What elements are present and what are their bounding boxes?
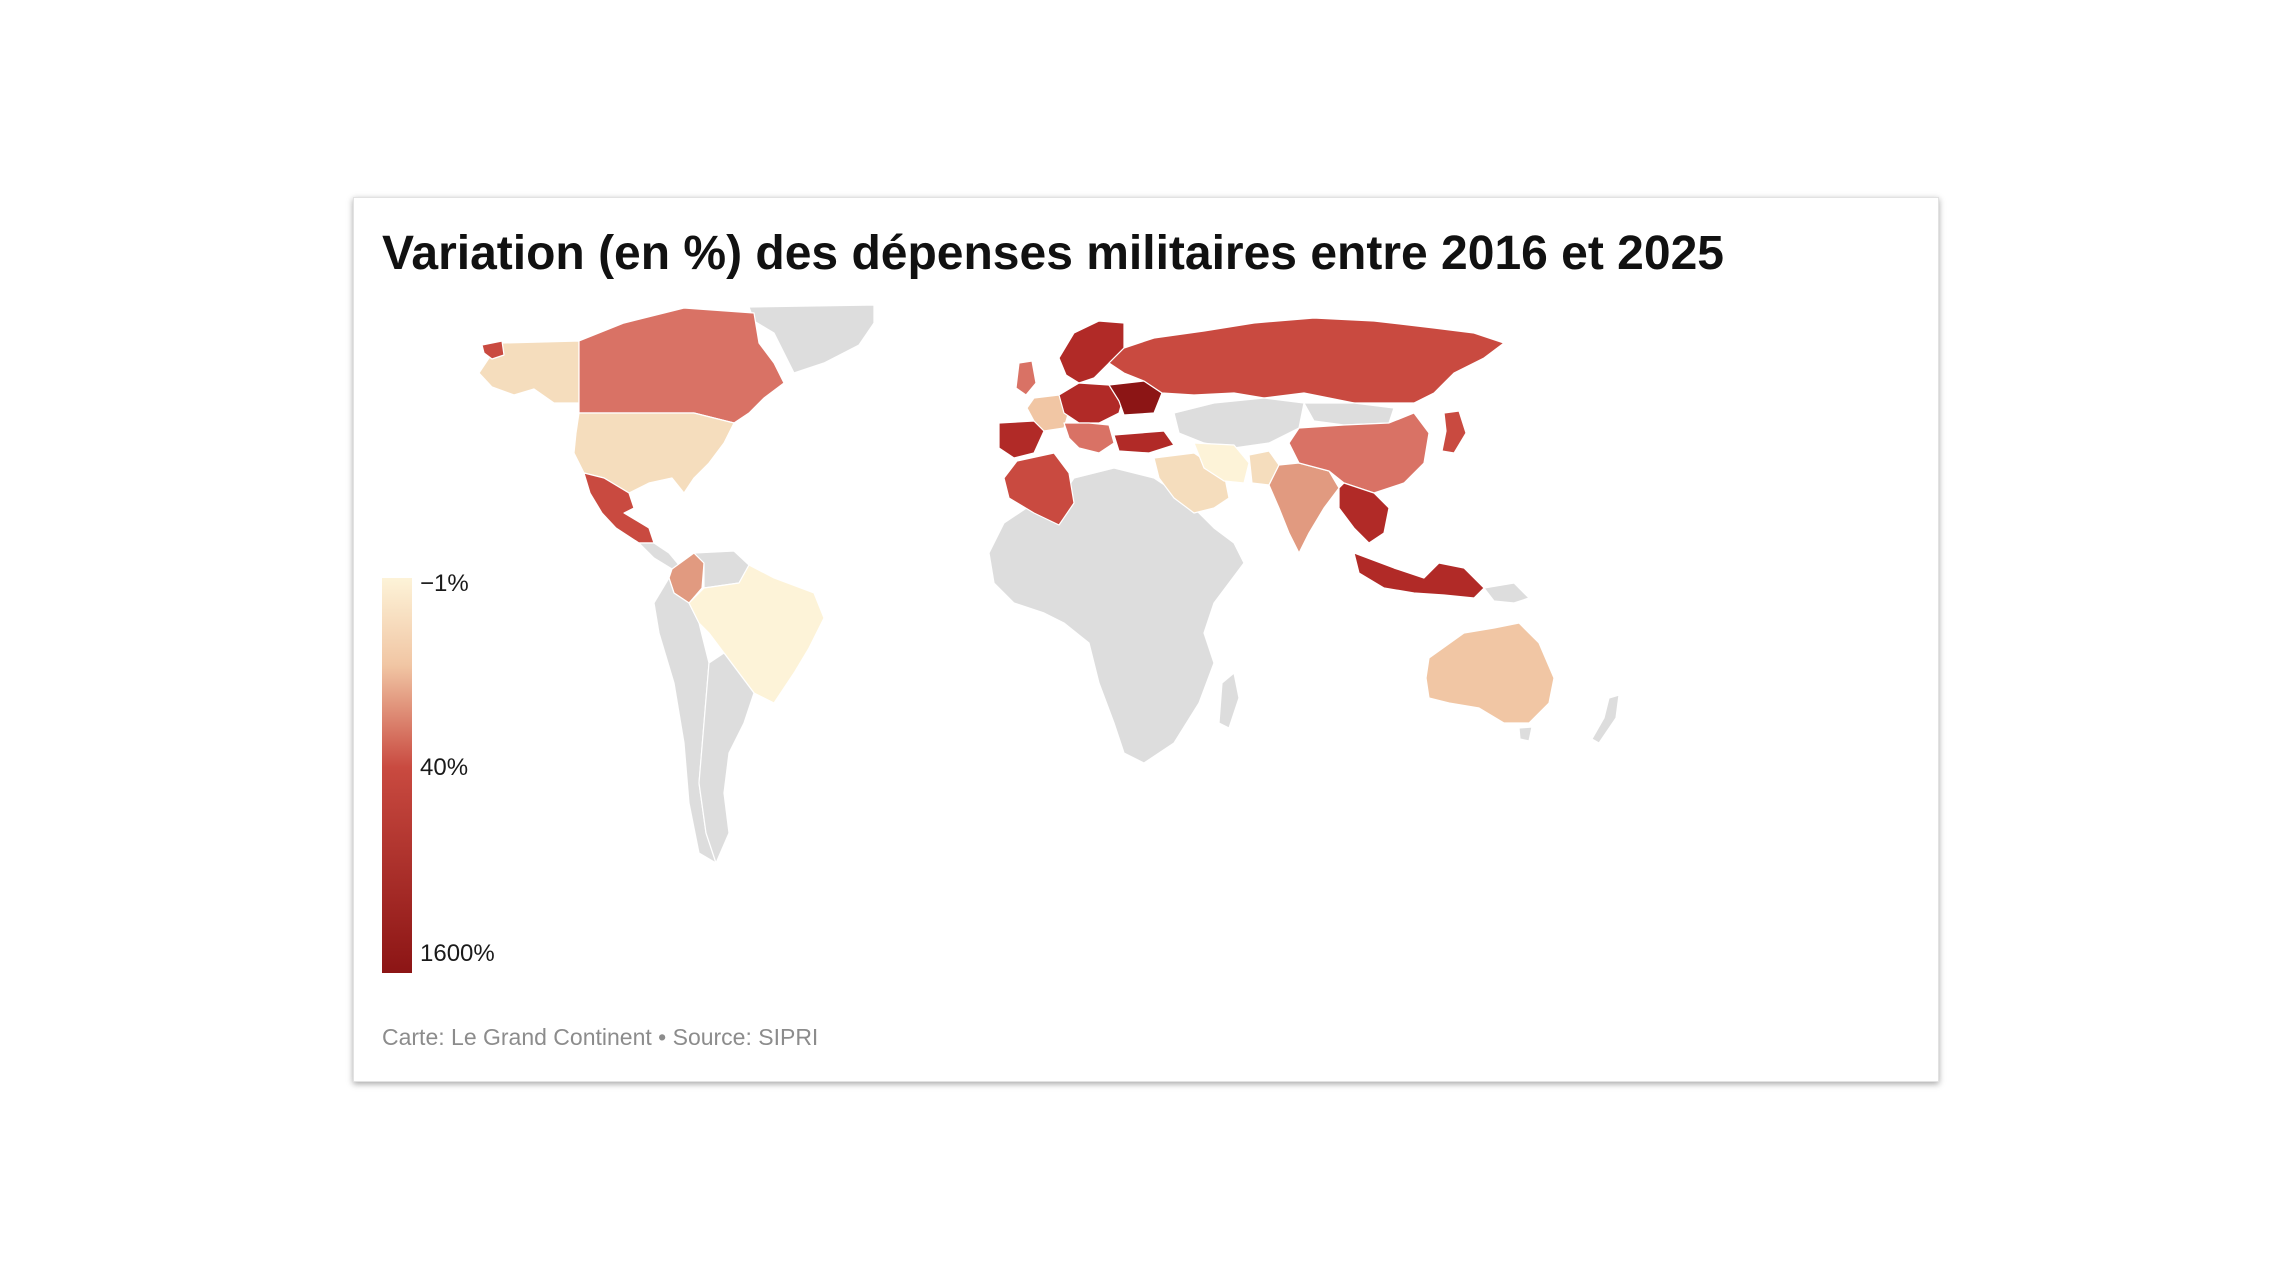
legend-max-label: 1600% <box>420 940 495 967</box>
africa-region[interactable] <box>988 467 1245 764</box>
uk-region[interactable] <box>1015 360 1037 396</box>
mexico-region[interactable] <box>583 472 655 544</box>
central-europe-region[interactable] <box>1058 382 1125 424</box>
australia-region[interactable] <box>1425 622 1555 724</box>
mongolia-region[interactable] <box>1303 402 1395 426</box>
madagascar-region[interactable] <box>1218 672 1240 729</box>
papua-region[interactable] <box>1483 582 1530 604</box>
argentina-region[interactable] <box>698 652 755 864</box>
source-caption: Carte: Le Grand Continent • Source: SIPR… <box>382 1024 819 1050</box>
india-region[interactable] <box>1268 462 1340 554</box>
map-card: Variation (en %) des dépenses militaires… <box>353 197 1939 1082</box>
map-title: Variation (en %) des dépenses militaires… <box>382 227 1724 280</box>
legend-mid-label: 40% <box>420 754 469 781</box>
world-map <box>478 304 1620 864</box>
central-asia-region[interactable] <box>1173 397 1305 449</box>
legend-min-label: −1% <box>420 570 469 597</box>
central-america-region[interactable] <box>638 542 680 570</box>
indonesia-region[interactable] <box>1353 552 1485 599</box>
japan-region[interactable] <box>1441 410 1467 454</box>
turkey-region[interactable] <box>1113 430 1175 454</box>
algeria-region[interactable] <box>1003 452 1075 526</box>
usa-region[interactable] <box>573 412 735 494</box>
spain-region[interactable] <box>998 420 1045 459</box>
scandinavia-region[interactable] <box>1058 320 1125 384</box>
balkans-region[interactable] <box>1063 422 1115 454</box>
tasmania-region[interactable] <box>1518 726 1533 742</box>
southeast-asia-region[interactable] <box>1338 482 1390 544</box>
russia-region[interactable] <box>1108 317 1505 404</box>
iran-region[interactable] <box>1193 442 1250 484</box>
brazil-region[interactable] <box>688 564 825 704</box>
china-region[interactable] <box>1288 412 1430 494</box>
canada-region[interactable] <box>578 307 785 424</box>
greenland-region[interactable] <box>748 304 875 374</box>
aleutian-region[interactable] <box>481 340 505 360</box>
legend-gradient-bar <box>382 578 412 973</box>
new-zealand-region[interactable] <box>1591 694 1620 744</box>
